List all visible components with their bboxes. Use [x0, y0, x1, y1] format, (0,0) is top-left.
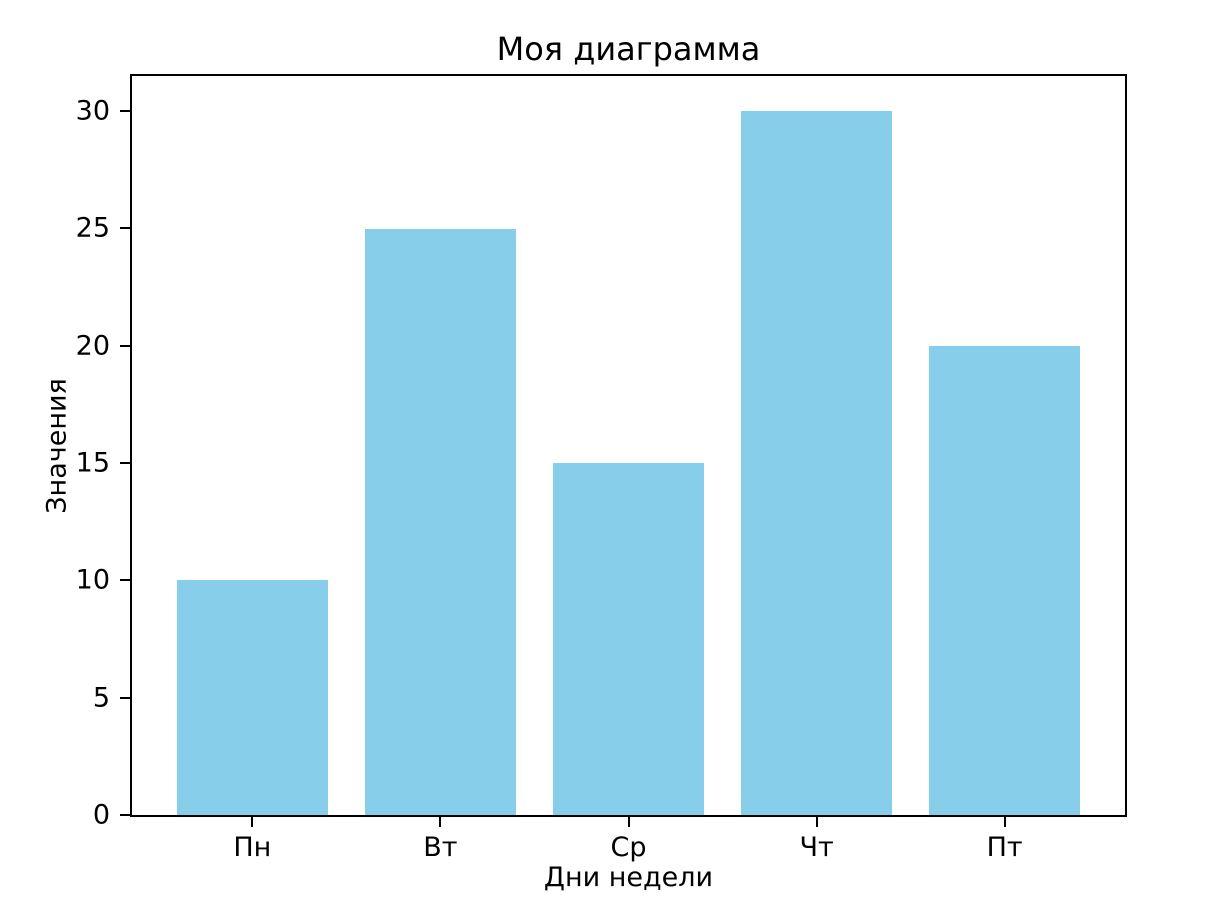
y-tick-mark: [120, 462, 130, 465]
bar: [365, 228, 516, 815]
y-tick-label: 5: [92, 682, 110, 714]
x-tick-label: Вт: [423, 832, 458, 863]
y-tick-mark: [120, 110, 130, 113]
x-tick-label: Пн: [233, 832, 272, 863]
x-tick-label: Ср: [610, 832, 647, 863]
y-tick-label: 0: [92, 799, 110, 831]
y-tick-label: 10: [75, 564, 110, 596]
y-tick-mark: [120, 344, 130, 347]
x-tick-label: Чт: [799, 832, 834, 863]
y-tick-mark: [120, 814, 130, 816]
x-axis-label: Дни недели: [543, 862, 714, 893]
x-tick-mark: [627, 817, 630, 827]
bar: [177, 580, 328, 815]
x-tick-label: Пт: [986, 832, 1023, 863]
y-axis-label: Значения: [41, 378, 73, 514]
bar: [741, 111, 892, 815]
y-tick-mark: [120, 227, 130, 230]
bar: [929, 345, 1080, 815]
x-tick-mark: [251, 817, 254, 827]
y-tick-mark: [120, 696, 130, 699]
plot-area: [130, 74, 1127, 817]
y-tick-label: 30: [75, 95, 110, 127]
chart-title: Моя диаграмма: [496, 30, 761, 68]
x-tick-mark: [1003, 817, 1006, 827]
y-tick-label: 25: [75, 212, 110, 244]
x-tick-mark: [815, 817, 818, 827]
y-tick-label: 20: [75, 330, 110, 362]
x-tick-mark: [439, 817, 442, 827]
y-tick-mark: [120, 579, 130, 582]
bar: [553, 463, 704, 815]
y-tick-label: 15: [75, 447, 110, 479]
